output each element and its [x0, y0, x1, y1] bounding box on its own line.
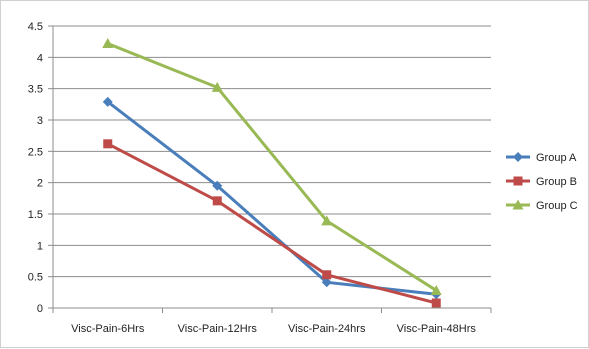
data-point [212, 196, 222, 206]
x-tick-label: Visc-Pain-12Hrs [178, 323, 258, 335]
data-point [321, 277, 332, 288]
legend-marker [513, 152, 523, 162]
legend-item: Group B [506, 176, 577, 188]
series-line [107, 142, 437, 305]
x-tick-label: Visc-Pain-48Hrs [397, 323, 477, 335]
grid-layer [53, 25, 491, 309]
legend-label: Group A [536, 152, 577, 164]
y-tick-label: 2 [37, 178, 43, 190]
data-point [211, 81, 223, 92]
data-point [102, 38, 114, 49]
x-tick-label: Visc-Pain-6Hrs [71, 323, 145, 335]
series-group-a [102, 96, 442, 300]
data-point [212, 180, 223, 191]
series-group-b [103, 139, 441, 308]
data-point [431, 298, 441, 308]
y-tick-label: 0.5 [28, 272, 43, 284]
y-tick-label: 4 [37, 52, 43, 64]
series-group-c [102, 38, 442, 295]
series-layer [102, 38, 442, 308]
y-tick-label: 3.5 [28, 84, 43, 96]
y-tick-label: 1 [37, 240, 43, 252]
x-tick-label: Visc-Pain-24hrs [288, 323, 366, 335]
data-point [103, 139, 113, 149]
data-point [102, 96, 113, 107]
data-point [322, 270, 332, 280]
legend-item: Group C [506, 199, 578, 212]
data-point [321, 215, 333, 226]
y-tick-label: 2.5 [28, 146, 43, 158]
legend-label: Group B [536, 176, 577, 188]
data-point [430, 284, 442, 295]
y-tick-label: 3 [37, 115, 43, 127]
legend: Group A Group B Group C [506, 152, 578, 212]
legend-label: Group C [536, 200, 578, 212]
legend-item: Group A [506, 152, 577, 164]
y-tick-label: 0 [37, 303, 43, 315]
y-tick-label: 4.5 [28, 21, 43, 33]
axis-layer: 0 0.5 1 1.5 2 2.5 3 3.5 4 4.5 Visc-Pain-6Hrs Visc-P… [28, 21, 492, 335]
y-tick-label: 1.5 [28, 209, 43, 221]
legend-marker [512, 199, 524, 210]
series-line [106, 100, 437, 296]
legend-marker [513, 176, 523, 186]
series-line [107, 42, 438, 292]
